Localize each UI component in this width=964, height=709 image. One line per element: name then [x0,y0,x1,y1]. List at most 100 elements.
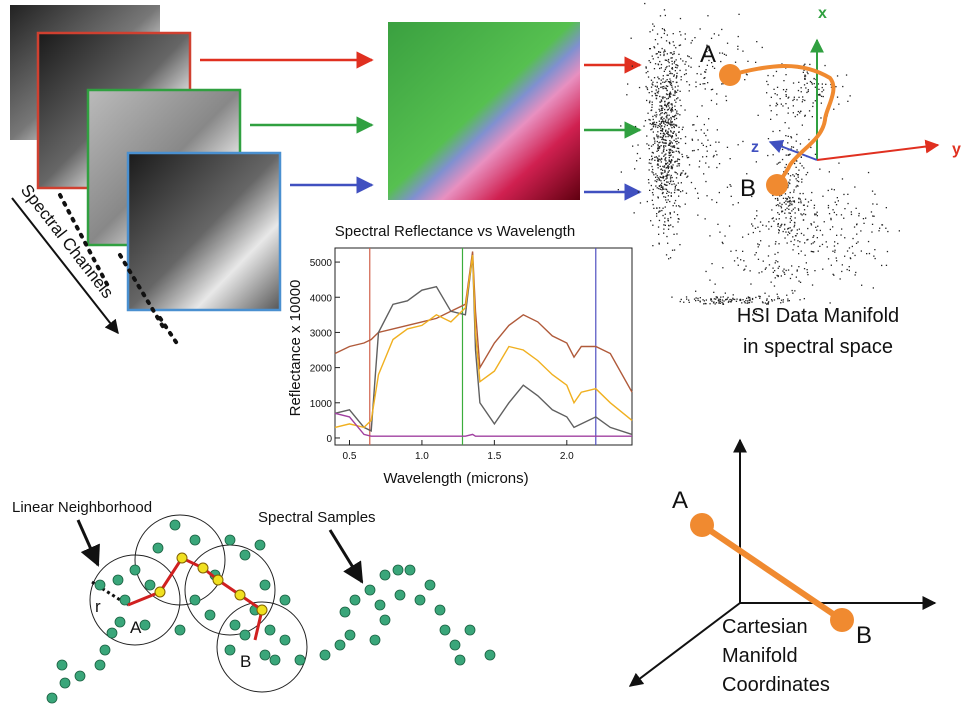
cloud-point [674,145,675,146]
cloud-point [661,159,662,160]
cloud-point [813,242,814,243]
cloud-point [665,136,666,137]
cloud-point [662,172,663,173]
point-b [766,174,788,196]
cloud-point [692,150,693,151]
cloud-point [760,221,761,222]
cloud-point [663,78,664,79]
cloud-point [797,269,798,270]
cloud-point [667,103,668,104]
cloud-point [653,144,654,145]
cloud-point [699,161,700,162]
cloud-point [691,58,692,59]
cloud-point [651,156,652,157]
cloud-point [667,79,668,80]
cloud-point [793,147,794,148]
cloud-point [681,154,682,155]
cloud-point [693,124,694,125]
cloud-point [663,118,664,119]
cloud-point [818,251,819,252]
sample-point [485,650,495,660]
cloud-point [775,243,776,244]
cloud-point [663,55,664,56]
cloud-point [661,118,662,119]
cloud-point [667,34,668,35]
cloud-point [834,212,835,213]
cloud-point [673,156,674,157]
cloud-point [703,173,704,174]
cloud-point [669,94,670,95]
cloud-point [869,253,870,254]
sample-point [340,607,350,617]
cloud-point [806,92,807,93]
cloud-point [672,136,673,137]
cloud-point [783,89,784,90]
cloud-point [669,155,670,156]
cloud-point [663,54,664,55]
cloud-point [771,282,772,283]
cloud-point [666,140,667,141]
cloud-point [786,208,787,209]
cloud-point [807,72,808,73]
cloud-point [787,142,788,143]
cloud-point [779,266,780,267]
cloud-point [682,190,683,191]
cloud-point [653,58,654,59]
cloud-point [780,225,781,226]
cloud-point [654,77,655,78]
cloud-point [738,14,739,15]
cloud-point [676,73,677,74]
cloud-point [692,140,693,141]
cloud-point [713,302,714,303]
cloud-point [671,195,672,196]
cloud-point [652,82,653,83]
cloud-point [665,197,666,198]
cloud-point [788,113,789,114]
cloud-point [731,196,732,197]
cloud-point [670,213,671,214]
cloud-point [824,65,825,66]
cloud-point [678,205,679,206]
cloud-point [789,179,790,180]
cloud-point [834,252,835,253]
cloud-point [669,65,670,66]
cloud-point [676,75,677,76]
cloud-point [634,212,635,213]
point-a [719,64,741,86]
cloud-point [674,172,675,173]
cloud-point [795,235,796,236]
cloud-point [811,192,812,193]
cloud-point [721,83,722,84]
cloud-point [688,65,689,66]
cloud-point [788,136,789,137]
cloud-point [674,100,675,101]
cloud-point [675,187,676,188]
cloud-point [788,97,789,98]
cloud-point [679,206,680,207]
cloud-point [798,97,799,98]
cloud-point [671,136,672,137]
cloud-point [716,302,717,303]
manifold-axes: x y z A B [700,5,961,202]
cloud-point [725,96,726,97]
cloud-point [658,88,659,89]
y-tick-label: 1000 [310,399,333,410]
cloud-point [716,167,717,168]
cloud-point [671,137,672,138]
cloud-point [668,192,669,193]
cloud-point [719,232,720,233]
cloud-point [774,285,775,286]
cloud-point [665,178,666,179]
cloud-point [754,218,755,219]
cloud-point [838,104,839,105]
cloud-point [662,208,663,209]
cloud-point [661,183,662,184]
cloud-point [676,98,677,99]
cloud-point [713,155,714,156]
cloud-point [678,163,679,164]
cloud-point [815,87,816,88]
cloud-point [840,234,841,235]
cloud-point [874,249,875,250]
cloud-point [685,69,686,70]
cloud-point [676,151,677,152]
